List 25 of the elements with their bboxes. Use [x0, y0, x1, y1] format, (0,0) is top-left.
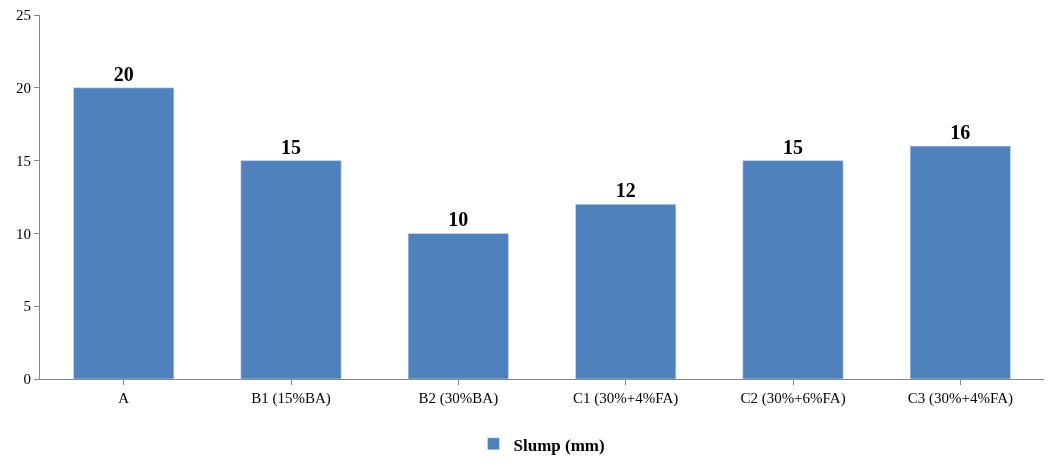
x-tick-label: C2 (30%+6%FA)	[740, 390, 846, 407]
x-tick-label: C1 (30%+4%FA)	[573, 390, 679, 407]
bar	[575, 204, 677, 379]
x-tick-label: C3 (30%+4%FA)	[907, 390, 1013, 407]
y-tick-label: 10	[16, 225, 31, 242]
bar	[240, 160, 342, 379]
y-tick-label: 25	[16, 7, 31, 24]
bar	[742, 160, 844, 379]
bar	[909, 145, 1011, 379]
y-tick-label: 0	[23, 371, 31, 388]
x-tick-label: B1 (15%BA)	[251, 390, 331, 407]
data-label: 15	[281, 135, 301, 158]
y-tick-label: 5	[23, 298, 31, 315]
x-tick-label: B2 (30%BA)	[418, 390, 499, 407]
data-label: 16	[950, 121, 971, 144]
data-label: 10	[448, 208, 469, 231]
bar	[407, 233, 509, 379]
x-tick-label: A	[118, 390, 130, 406]
data-label: 20	[113, 62, 134, 85]
data-label: 12	[615, 179, 636, 202]
y-tick-label: 20	[16, 80, 31, 97]
bar	[73, 87, 175, 379]
y-tick-label: 15	[16, 152, 31, 169]
data-label: 15	[783, 135, 803, 158]
legend-label: Slump (mm)	[513, 435, 605, 455]
